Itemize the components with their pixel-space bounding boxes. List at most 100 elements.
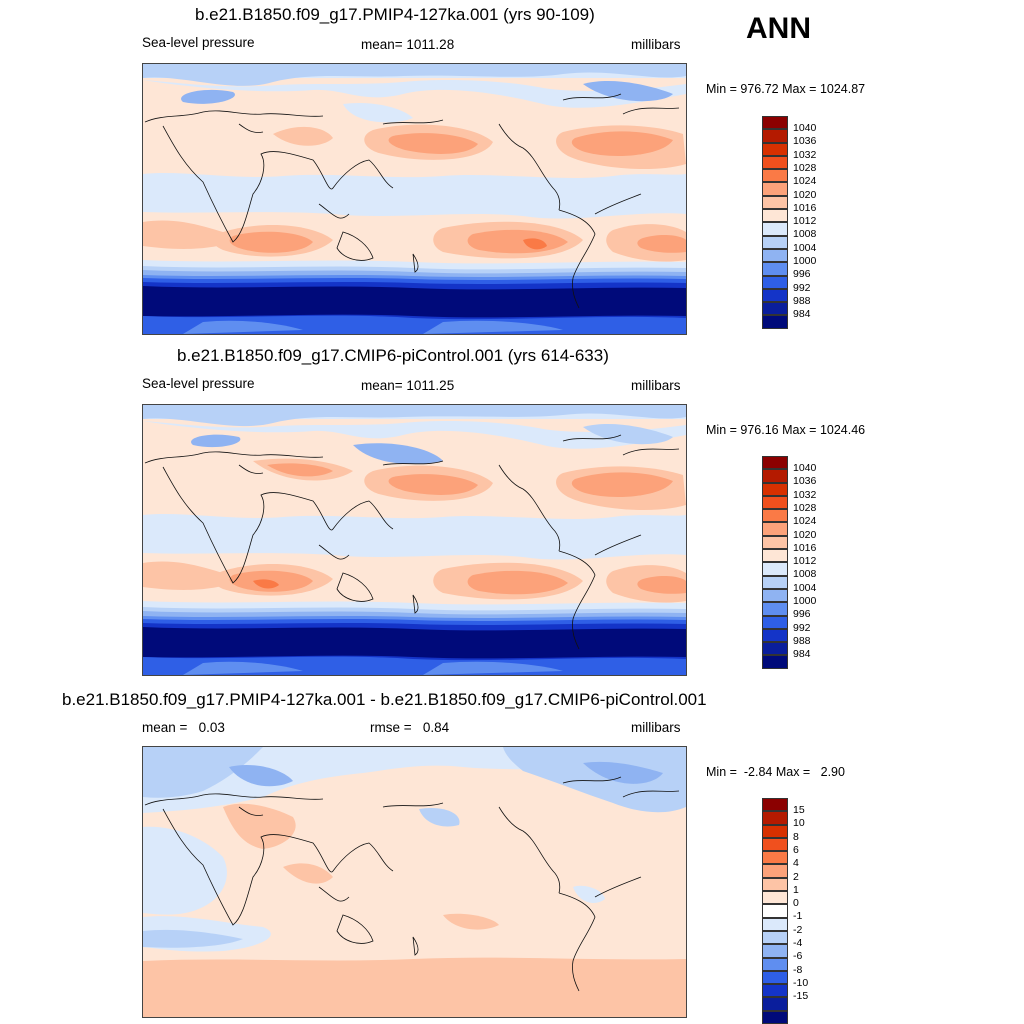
colorbar-swatch <box>762 535 788 550</box>
colorbar-tick-label: -6 <box>793 950 803 963</box>
colorbar-swatch <box>762 482 788 496</box>
colorbar-swatch <box>762 575 788 589</box>
colorbar-swatch <box>762 302 788 316</box>
colorbar-swatch <box>762 891 788 905</box>
colorbar-tick-label: 1040 <box>793 122 817 134</box>
colorbar-tick-label: 2 <box>793 870 799 883</box>
colorbar-swatch <box>762 235 788 249</box>
colorbar-swatch <box>762 851 788 865</box>
panel3-title: b.e21.B1850.f09_g17.PMIP4-127ka.001 - b.… <box>62 690 707 709</box>
colorbar-tick-label: 1024 <box>793 175 817 188</box>
colorbar-swatch <box>762 917 788 931</box>
colorbar-tick-label: 8 <box>793 830 799 843</box>
colorbar-swatch <box>762 209 788 223</box>
colorbar-swatch <box>762 155 788 170</box>
colorbar-swatch <box>762 602 788 616</box>
colorbar-swatch <box>762 864 788 878</box>
colorbar-swatch <box>762 615 788 629</box>
colorbar-swatch <box>762 904 788 918</box>
panel2-units-label: millibars <box>631 378 681 393</box>
colorbar-tick-label: 1028 <box>793 161 817 174</box>
colorbar-swatch <box>762 129 788 143</box>
colorbar-swatch <box>762 182 788 196</box>
panel2-variable-label: Sea-level pressure <box>142 376 255 391</box>
colorbar-swatch <box>762 262 788 276</box>
colorbar-tick-label: 984 <box>793 648 811 661</box>
colorbar-tick-label: 1020 <box>793 188 817 201</box>
panel2-colorbar <box>762 456 788 669</box>
colorbar-tick-label: 996 <box>793 268 811 281</box>
colorbar-tick-label: 1012 <box>793 555 817 568</box>
colorbar-swatch <box>762 997 788 1011</box>
panel1-colorbar <box>762 116 788 329</box>
colorbar-swatch <box>762 970 788 985</box>
colorbar-swatch <box>762 984 788 998</box>
panel3-contour-map <box>143 747 686 1017</box>
colorbar-tick-label: 992 <box>793 281 811 294</box>
colorbar-swatch <box>762 469 788 483</box>
colorbar-swatch <box>762 248 788 263</box>
colorbar-tick-label: 1008 <box>793 228 817 241</box>
colorbar-swatch <box>762 655 788 669</box>
colorbar-swatch <box>762 824 788 838</box>
colorbar-swatch <box>762 275 788 289</box>
colorbar-swatch <box>762 944 788 958</box>
colorbar-swatch <box>762 222 788 236</box>
colorbar-tick-label: 1040 <box>793 462 817 474</box>
colorbar-tick-label: 1032 <box>793 488 817 501</box>
colorbar-swatch <box>762 877 788 892</box>
panel2-contour-map <box>143 405 686 675</box>
panel1-contour-map <box>143 64 686 334</box>
colorbar-swatch <box>762 195 788 210</box>
colorbar-tick-label: 1028 <box>793 501 817 514</box>
colorbar-swatch <box>762 811 788 825</box>
colorbar-swatch <box>762 142 788 156</box>
colorbar-tick-label: 4 <box>793 857 799 870</box>
colorbar-tick-label: 1012 <box>793 215 817 228</box>
panel3-map <box>142 746 687 1018</box>
colorbar-swatch <box>762 628 788 643</box>
panel3-mean-label: mean = 0.03 <box>142 720 225 735</box>
colorbar-swatch <box>762 116 788 130</box>
colorbar-tick-label: 984 <box>793 308 811 321</box>
panel1-mean-label: mean= 1011.28 <box>361 37 455 52</box>
colorbar-swatch <box>762 456 788 470</box>
panel3-units-label: millibars <box>631 720 681 735</box>
colorbar-tick-label: 988 <box>793 294 811 307</box>
colorbar-tick-label: 1 <box>793 883 799 896</box>
colorbar-swatch <box>762 169 788 183</box>
colorbar-swatch <box>762 957 788 971</box>
colorbar-swatch <box>762 588 788 603</box>
colorbar-swatch <box>762 1010 788 1024</box>
panel1-variable-label: Sea-level pressure <box>142 35 255 50</box>
colorbar-swatch <box>762 930 788 945</box>
panel2-mean-label: mean= 1011.25 <box>361 378 455 393</box>
colorbar-tick-label: 988 <box>793 634 811 647</box>
colorbar-tick-label: 15 <box>793 804 805 816</box>
colorbar-tick-label: 996 <box>793 608 811 621</box>
colorbar-swatch <box>762 837 788 852</box>
colorbar-swatch <box>762 562 788 576</box>
panel2-map <box>142 404 687 676</box>
colorbar-tick-label: 1036 <box>793 135 817 148</box>
colorbar-tick-label: 1036 <box>793 475 817 488</box>
panel1-map <box>142 63 687 335</box>
colorbar-tick-label: 1016 <box>793 201 817 214</box>
colorbar-tick-label: 1032 <box>793 148 817 161</box>
colorbar-swatch <box>762 522 788 536</box>
colorbar-swatch <box>762 549 788 563</box>
colorbar-tick-label: -8 <box>793 963 803 976</box>
colorbar-tick-label: 0 <box>793 897 799 910</box>
panel3-rmse-label: rmse = 0.84 <box>370 720 450 735</box>
colorbar-tick-label: 1020 <box>793 528 817 541</box>
colorbar-tick-label: -10 <box>793 976 809 989</box>
colorbar-tick-label: -1 <box>793 910 803 923</box>
colorbar-tick-label: 1004 <box>793 581 817 594</box>
colorbar-tick-label: -2 <box>793 923 803 936</box>
panel1-units-label: millibars <box>631 37 681 52</box>
colorbar-tick-label: 6 <box>793 843 799 856</box>
colorbar-swatch <box>762 798 788 812</box>
season-label: ANN <box>746 12 811 45</box>
colorbar-swatch <box>762 288 788 303</box>
colorbar-swatch <box>762 495 788 510</box>
